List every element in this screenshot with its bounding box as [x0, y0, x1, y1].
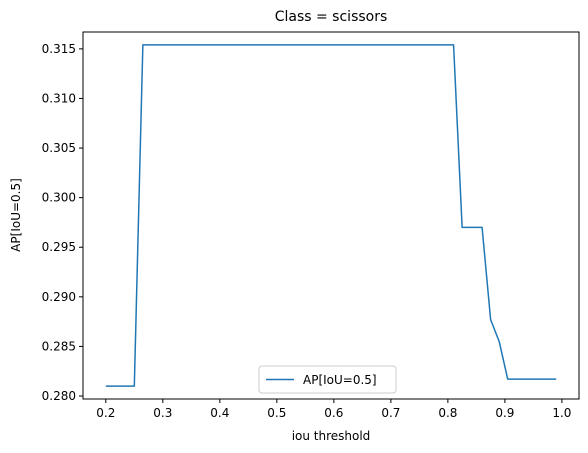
y-tick-label: 0.305	[42, 141, 76, 155]
x-tick-label: 0.6	[324, 406, 343, 420]
x-axis-label: iou threshold	[292, 429, 371, 443]
x-axis: 0.2 0.3 0.4 0.5 0.6 0.7 0.8 0.9 1.0	[96, 399, 571, 420]
legend-label: AP[IoU=0.5]	[303, 373, 377, 387]
legend: AP[IoU=0.5]	[258, 365, 397, 394]
plot-area	[82, 31, 580, 400]
y-tick-label: 0.300	[42, 191, 76, 205]
y-tick-label: 0.285	[42, 339, 76, 353]
x-tick-label: 0.4	[210, 406, 229, 420]
x-tick-label: 1.0	[552, 406, 571, 420]
y-tick-label: 0.280	[42, 389, 76, 403]
series-line	[105, 44, 557, 387]
y-axis-label: AP[IoU=0.5]	[9, 178, 23, 252]
x-tick-label: 0.5	[267, 406, 286, 420]
x-tick-label: 0.8	[438, 406, 457, 420]
x-tick-label: 0.7	[381, 406, 400, 420]
series-layer	[105, 44, 557, 387]
y-tick-label: 0.295	[42, 240, 76, 254]
y-tick-label: 0.315	[42, 42, 76, 56]
x-tick-label: 0.2	[96, 406, 115, 420]
legend-box	[258, 365, 397, 394]
y-tick-label: 0.290	[42, 290, 76, 304]
y-tick-label: 0.310	[42, 91, 76, 105]
x-tick-label: 0.9	[495, 406, 514, 420]
y-axis: 0.280 0.285 0.290 0.295 0.300 0.305 0.310 0.315	[42, 42, 83, 403]
x-tick-label: 0.3	[153, 406, 172, 420]
chart-title: Class = scissors	[275, 9, 388, 25]
